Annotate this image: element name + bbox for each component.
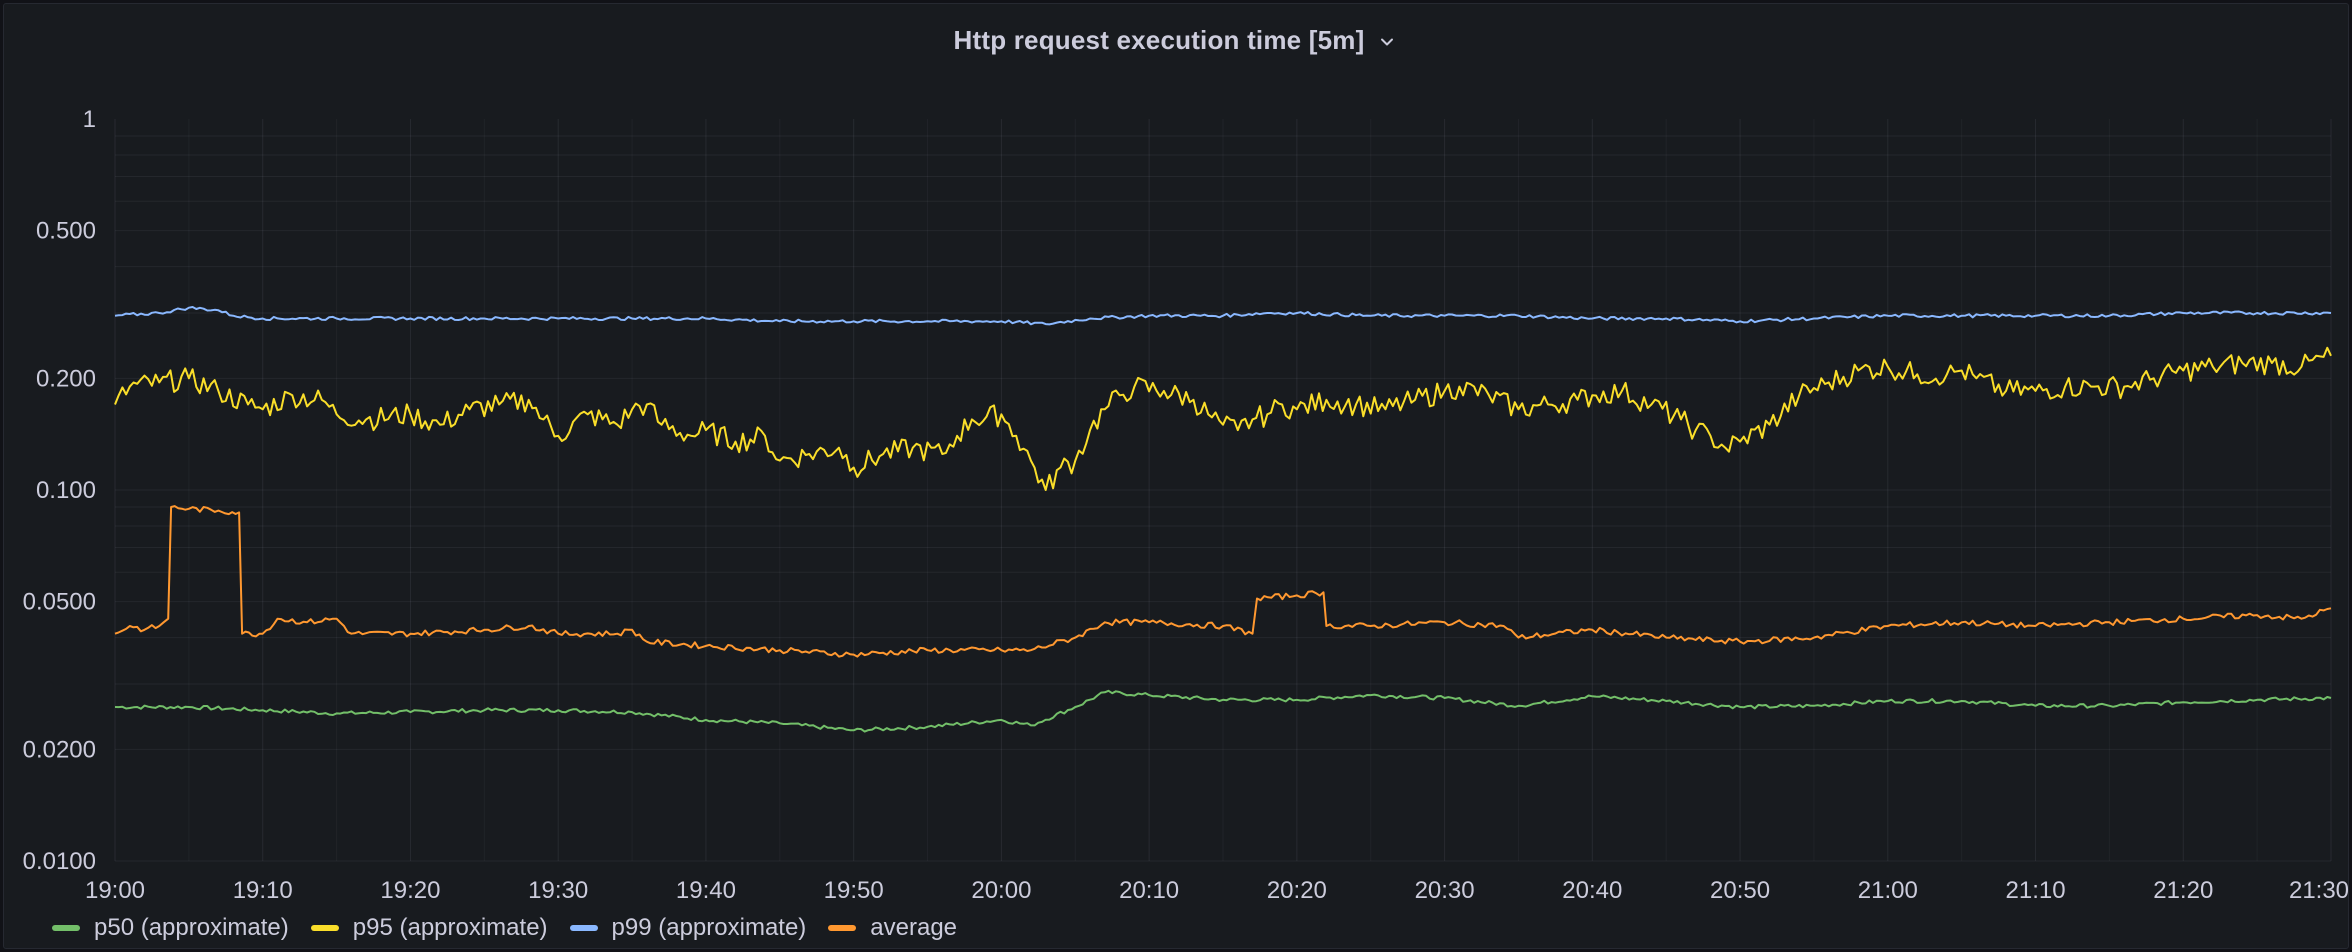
legend-item[interactable]: p99 (approximate)	[569, 914, 807, 942]
panel-header: Http request execution time [5m]	[4, 4, 2348, 76]
series-line-p50[interactable]	[114, 689, 2332, 733]
panel-title-menu[interactable]: Http request execution time [5m]	[946, 21, 1407, 60]
legend-swatch	[569, 925, 598, 931]
y-axis: 1 0.500 0.200 0.100 0.0500 0.0200 0.0100	[23, 106, 96, 875]
x-tick-label: 21:00	[1858, 877, 1918, 904]
y-tick-label: 1	[83, 106, 96, 133]
x-tick-label: 20:50	[1710, 877, 1770, 904]
legend-label: p50 (approximate)	[94, 914, 289, 941]
legend-item[interactable]: p50 (approximate)	[52, 914, 289, 942]
legend: p50 (approximate) p95 (approximate) p99 (a…	[52, 910, 957, 946]
series-line-average[interactable]	[114, 505, 2332, 658]
x-tick-label: 19:10	[233, 877, 293, 904]
legend-label: p95 (approximate)	[352, 914, 548, 941]
x-tick-label: 20:20	[1267, 877, 1327, 904]
y-tick-label: 0.0200	[23, 736, 96, 763]
y-tick-label: 0.100	[36, 477, 96, 504]
y-tick-label: 0.0500	[23, 589, 96, 616]
x-tick-label: 20:10	[1119, 877, 1179, 904]
x-tick-label: 20:30	[1415, 877, 1475, 904]
y-tick-label: 0.200	[36, 365, 96, 392]
x-tick-label: 19:40	[676, 877, 736, 904]
x-tick-label: 19:00	[85, 877, 145, 904]
legend-swatch	[310, 925, 339, 931]
x-tick-label: 19:50	[824, 877, 884, 904]
y-tick-label: 0.500	[36, 218, 96, 245]
legend-swatch	[828, 925, 857, 931]
series-line-p95[interactable]	[114, 346, 2332, 491]
x-tick-label: 21:10	[2006, 877, 2066, 904]
series-line-p99[interactable]	[114, 306, 2332, 326]
legend-swatch	[52, 925, 80, 931]
chart-series	[114, 306, 2332, 733]
chevron-down-icon	[1376, 31, 1398, 53]
x-axis: 19:00 19:10 19:20 19:30 19:40 19:50 20:00 20:10…	[85, 877, 2349, 904]
legend-label: average	[870, 914, 958, 941]
x-tick-label: 20:00	[971, 877, 1031, 904]
x-tick-label: 19:30	[528, 877, 588, 904]
panel: Http request execution time [5m]	[3, 3, 2349, 949]
x-tick-label: 21:30	[2289, 877, 2349, 904]
legend-label: p99 (approximate)	[611, 914, 807, 941]
x-tick-label: 21:20	[2153, 877, 2213, 904]
panel-title: Http request execution time [5m]	[953, 24, 1365, 55]
legend-item[interactable]: average	[828, 914, 957, 942]
x-tick-label: 20:40	[1562, 877, 1622, 904]
y-tick-label: 0.0100	[23, 848, 96, 875]
x-tick-label: 19:20	[380, 877, 440, 904]
legend-item[interactable]: p95 (approximate)	[310, 914, 548, 942]
chart-grid	[114, 119, 2332, 862]
